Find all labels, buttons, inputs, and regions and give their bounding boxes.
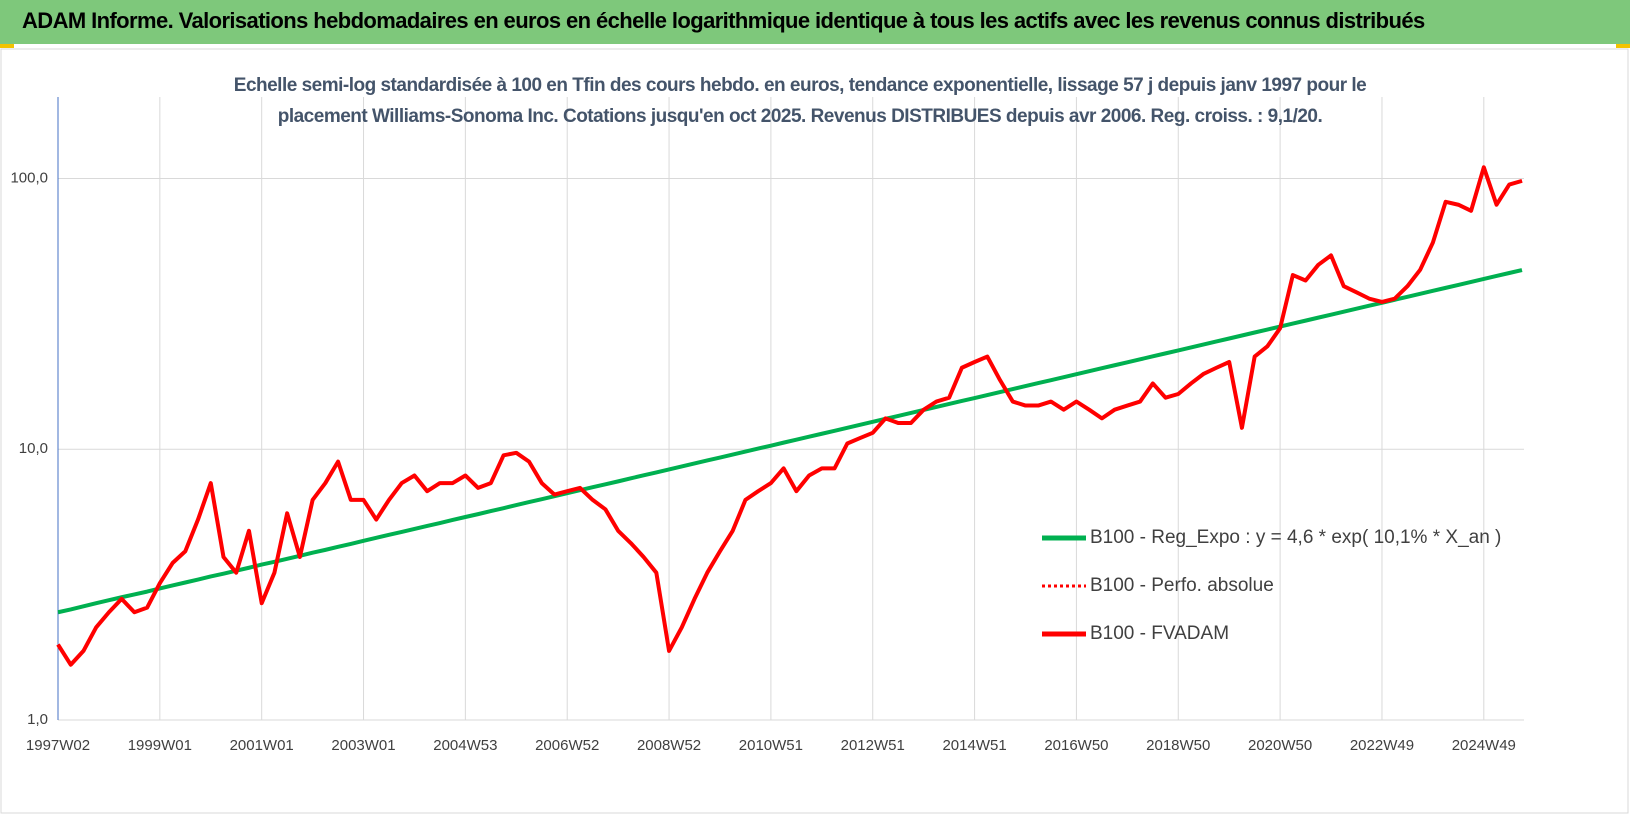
- x-tick-label: 2012W51: [841, 737, 905, 754]
- x-tick-label: 1999W01: [128, 737, 192, 754]
- y-tick-label: 1,0: [27, 711, 48, 728]
- x-tick-label: 2016W50: [1044, 737, 1108, 754]
- x-tick-label: 2006W52: [535, 737, 599, 754]
- x-tick-label: 2022W49: [1350, 737, 1414, 754]
- x-tick-label: 2014W51: [942, 737, 1006, 754]
- x-tick-label: 1997W02: [26, 737, 90, 754]
- y-tick-label: 100,0: [10, 169, 48, 186]
- y-tick-label: 10,0: [19, 440, 48, 457]
- x-tick-label: 2001W01: [230, 737, 294, 754]
- corner: [1616, 40, 1630, 48]
- x-tick-label: 2018W50: [1146, 737, 1210, 754]
- page-title: ADAM Informe. Valorisations hebdomadaire…: [0, 0, 1630, 44]
- x-tick-label: 2008W52: [637, 737, 701, 754]
- x-tick-label: 2020W50: [1248, 737, 1312, 754]
- legend-label: B100 - Reg_Expo : y = 4,6 * exp( 10,1% *…: [1090, 527, 1501, 548]
- x-tick-label: 2024W49: [1452, 737, 1516, 754]
- legend-label: B100 - FVADAM: [1090, 623, 1229, 644]
- chart-frame: [0, 48, 1629, 814]
- x-tick-label: 2010W51: [739, 737, 803, 754]
- chart-subtitle: Echelle semi-log standardisée à 100 en T…: [233, 75, 1367, 127]
- series-line: [56, 165, 1523, 667]
- corner: [0, 40, 14, 48]
- x-tick-label: 2004W53: [433, 737, 497, 754]
- legend-label: B100 - Perfo. absolue: [1090, 575, 1274, 596]
- x-tick-label: 2003W01: [331, 737, 395, 754]
